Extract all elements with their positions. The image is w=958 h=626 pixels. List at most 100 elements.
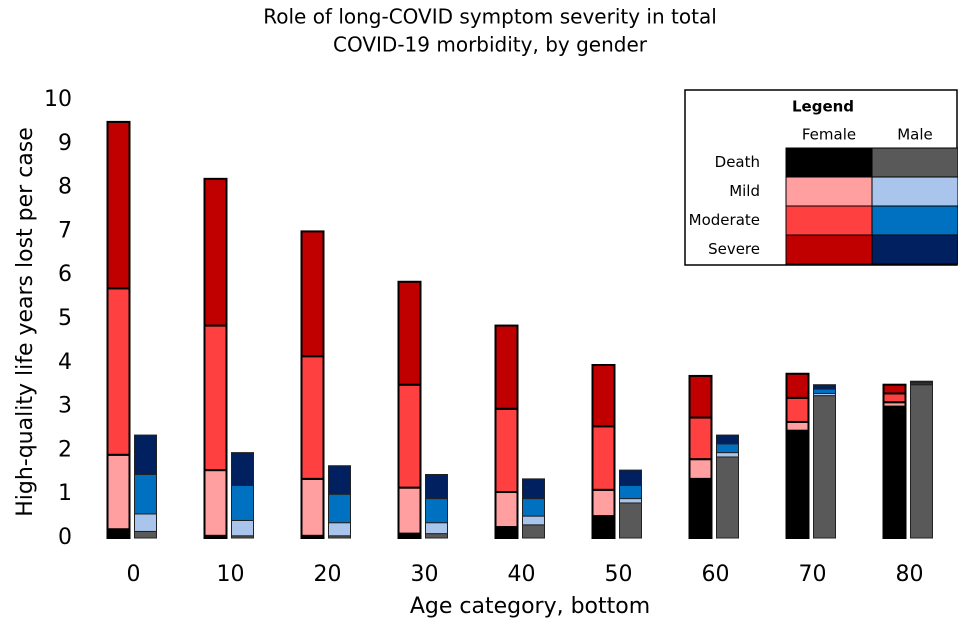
x-tick-label: 80 — [896, 562, 924, 587]
y-tick-label: 4 — [58, 350, 72, 375]
y-tick-label: 9 — [58, 131, 72, 156]
bar-segment — [397, 280, 422, 386]
bar-segment — [813, 384, 836, 390]
legend-swatch — [785, 234, 873, 265]
x-tick-label: 20 — [314, 562, 342, 587]
legend-label: Moderate — [689, 211, 760, 229]
bar-segment — [134, 513, 157, 532]
bar-segment — [328, 493, 351, 524]
bar-segment — [910, 384, 933, 539]
x-tick-label: 40 — [508, 562, 536, 587]
x-axis-label: Age category, bottom — [410, 594, 650, 619]
bar-segment — [619, 484, 642, 500]
legend-header: Male — [897, 126, 933, 144]
bar-segment — [425, 522, 448, 535]
legend-swatch — [785, 205, 873, 236]
bar-segment — [494, 407, 519, 494]
x-tick-label: 30 — [411, 562, 439, 587]
bar-segment — [688, 477, 713, 539]
y-tick-label: 5 — [58, 306, 72, 331]
y-tick-label: 6 — [58, 262, 72, 287]
bar-segment — [134, 530, 157, 539]
x-tick-label: 50 — [605, 562, 633, 587]
bar-segment — [425, 498, 448, 524]
legend-swatch — [871, 147, 958, 178]
bar-segment — [231, 519, 254, 537]
bar-segment — [785, 429, 810, 539]
bar-segment — [716, 443, 739, 454]
bar-segment — [425, 473, 448, 500]
bar-segment — [425, 533, 448, 539]
bar-segment — [688, 374, 713, 419]
bar-segment — [494, 324, 519, 410]
bar-segment — [397, 486, 422, 535]
legend-label: Mild — [729, 182, 760, 200]
legend-label: Death — [715, 153, 760, 171]
x-tick-label: 0 — [127, 562, 141, 587]
bar-segment — [300, 477, 325, 537]
y-tick-label: 8 — [58, 175, 72, 200]
bar-segment — [813, 395, 836, 539]
bar-segment — [591, 488, 616, 518]
bar-segment — [231, 452, 254, 486]
bar-segment — [522, 478, 545, 500]
bar-segment — [134, 434, 157, 475]
bar-segment — [716, 456, 739, 539]
chart-title: COVID-19 morbidity, by gender — [333, 33, 648, 57]
x-tick-label: 10 — [217, 562, 245, 587]
bar-segment — [106, 120, 131, 290]
legend-header: Female — [802, 126, 856, 144]
bar-segment — [688, 458, 713, 480]
y-axis-label: High-quality life years lost per case — [13, 127, 38, 517]
bar-segment — [522, 524, 545, 539]
bar-segment — [882, 392, 907, 404]
bar-segment — [522, 498, 545, 517]
bar-segment — [785, 372, 810, 399]
bar-segment — [203, 177, 228, 327]
bar-segment — [716, 434, 739, 445]
y-tick-label: 1 — [58, 481, 72, 506]
bar-segment — [591, 425, 616, 491]
bar-segment — [494, 491, 519, 529]
legend-swatch — [871, 205, 958, 236]
y-tick-label: 0 — [58, 525, 72, 550]
bar-segment — [882, 383, 907, 395]
x-tick-label: 70 — [799, 562, 827, 587]
bar-segment — [134, 473, 157, 515]
bar-segment — [231, 484, 254, 521]
bar-segment — [300, 355, 325, 480]
bar-segment — [882, 405, 907, 539]
legend-swatch — [785, 176, 873, 207]
x-tick-label: 60 — [702, 562, 730, 587]
bar-segment — [619, 502, 642, 539]
chart-title: Role of long-COVID symptom severity in t… — [263, 5, 717, 29]
bar-segment — [619, 469, 642, 486]
bar-segment — [785, 420, 810, 432]
bar-segment — [619, 498, 642, 504]
bar-segment — [106, 287, 131, 456]
y-tick-label: 3 — [58, 394, 72, 419]
y-tick-label: 7 — [58, 218, 72, 243]
bar-segment — [716, 452, 739, 458]
bar-segment — [522, 515, 545, 526]
bar-segment — [494, 526, 519, 539]
bar-segment — [813, 388, 836, 394]
bar-segment — [106, 453, 131, 531]
bar-segment — [328, 522, 351, 537]
legend-title: Legend — [792, 98, 854, 116]
bar-segment — [106, 528, 131, 539]
bar-segment — [203, 469, 228, 537]
legend-swatch — [871, 176, 958, 207]
legend-swatch — [871, 234, 958, 265]
legend-label: Severe — [708, 240, 760, 258]
bar-segment — [300, 230, 325, 358]
y-tick-label: 10 — [44, 87, 72, 112]
bar-segment — [910, 380, 933, 384]
bar-segment — [785, 396, 810, 423]
bar-segment — [397, 383, 422, 489]
y-tick-label: 2 — [58, 437, 72, 462]
bar-segment — [591, 363, 616, 428]
bar-segment — [688, 416, 713, 461]
bar-segment — [203, 324, 228, 472]
